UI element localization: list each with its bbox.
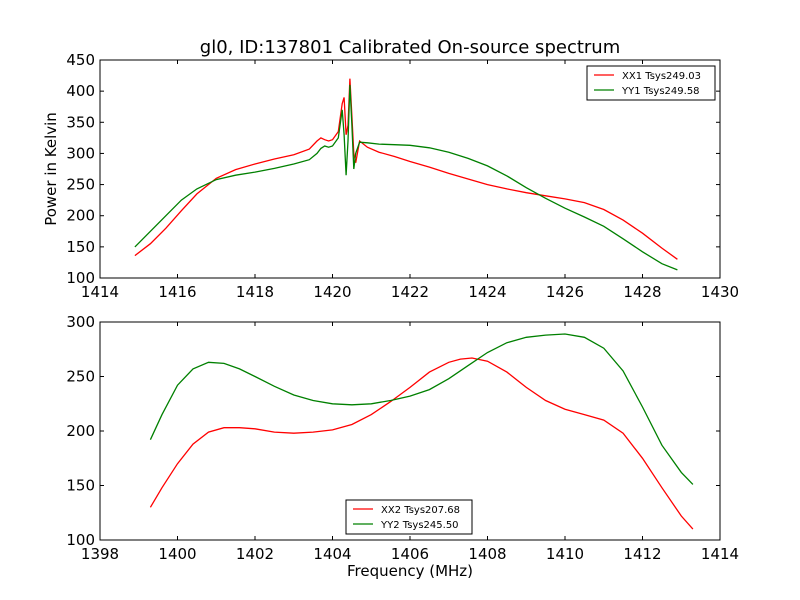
y-tick-label: 150 [66,477,95,495]
y-tick-label: 450 [66,51,95,69]
x-tick-label: 1420 [313,283,351,301]
x-tick-label: 1414 [701,545,739,563]
series-line-2-2 [149,333,694,485]
chart-panel-1: 1414 1416 1418 1420 1422 1424 1426 1428 1430 100 1… [42,51,739,301]
y-tick-label: 200 [66,422,95,440]
x-tick-label: 1426 [546,283,584,301]
y-tick-label: 150 [66,238,95,256]
x-tick-label: 1400 [158,545,196,563]
y-tick-label: 250 [66,176,95,194]
legend-label: XX2 Tsys207.68 [381,505,460,516]
x-tick-label: 1424 [468,283,506,301]
y-tick-label: 100 [66,269,95,287]
x-tick-label: 1402 [236,545,274,563]
legend: XX2 Tsys207.68 YY2 Tsys245.50 [345,499,473,535]
series-line-2-1 [149,357,694,530]
series-line-1-2 [134,84,678,271]
y-tick-label: 300 [66,313,95,331]
x-tick-label: 1408 [468,545,506,563]
legend: XX1 Tsys249.03 YY1 Tsys249.58 [586,65,716,101]
legend-box [345,499,473,535]
x-tick-label: 1412 [623,545,661,563]
x-tick-label: 1414 [81,283,119,301]
x-tick-label: 1410 [546,545,584,563]
y-tick-label: 350 [66,113,95,131]
panels: 1414 1416 1418 1420 1422 1424 1426 1428 14301001… [42,51,739,580]
y-tick-label: 300 [66,144,95,162]
y-tick-label: 400 [66,82,95,100]
y-tick-label: 250 [66,368,95,386]
x-tick-label: 1406 [391,545,429,563]
x-tick-label: 1430 [701,283,739,301]
chart-panel-2: 1398 1400 1402 1404 1406 1408 1410 1412 1414 100 1… [66,313,739,580]
x-tick-label: 1416 [158,283,196,301]
x-tick-label: 1422 [391,283,429,301]
legend-box [586,65,716,101]
legend-label: XX1 Tsys249.03 [622,71,701,82]
x-tick-label: 1404 [313,545,351,563]
x-tick-label: 1398 [81,545,119,563]
y-tick-label: 100 [66,531,95,549]
legend-label: YY2 Tsys245.50 [380,520,459,531]
legend-label: YY1 Tsys249.58 [621,86,700,97]
y-tick-label: 200 [66,207,95,225]
x-tick-label: 1418 [236,283,274,301]
x-tick-label: 1428 [623,283,661,301]
x-axis-label: Frequency (MHz) [347,562,473,580]
figure-title: gl0, ID:137801 Calibrated On-source spec… [200,37,620,58]
y-axis-label: Power in Kelvin [42,112,60,226]
